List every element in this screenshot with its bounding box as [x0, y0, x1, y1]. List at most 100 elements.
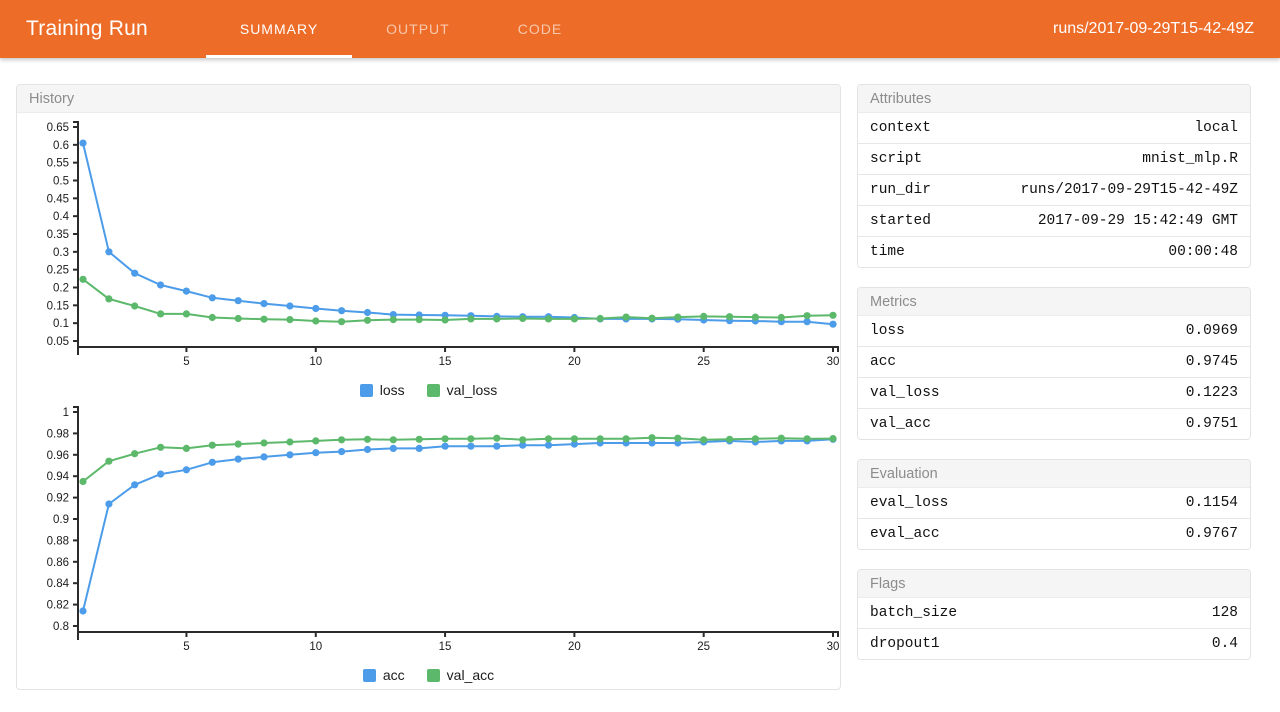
svg-text:15: 15	[439, 641, 452, 653]
svg-text:20: 20	[568, 356, 581, 368]
history-panel-title: History	[17, 85, 840, 113]
legend-label: val_acc	[446, 667, 495, 683]
evaluation-row-eval_loss: eval_loss 0.1154	[858, 488, 1250, 518]
legend-item-val_acc: val_acc	[426, 667, 495, 683]
attributes-row-started: started 2017-09-29 15:42:49 GMT	[858, 205, 1250, 236]
svg-text:0.9: 0.9	[53, 514, 69, 526]
tab-bar: SUMMARY OUTPUT CODE	[205, 0, 596, 58]
svg-text:30: 30	[827, 641, 840, 653]
row-key: eval_acc	[870, 526, 940, 542]
row-value: 0.1223	[1185, 385, 1238, 401]
svg-text:10: 10	[309, 356, 322, 368]
app-header: Training Run SUMMARY OUTPUT CODE runs/2017…	[0, 0, 1280, 58]
row-value: runs/2017-09-29T15-42-49Z	[1020, 182, 1238, 198]
svg-text:30: 30	[827, 356, 840, 368]
row-value: 0.4	[1211, 636, 1238, 652]
svg-text:0.82: 0.82	[47, 600, 69, 612]
attributes-row-run_dir: run_dir runs/2017-09-29T15-42-49Z	[858, 174, 1250, 205]
row-key: run_dir	[870, 182, 931, 198]
svg-text:15: 15	[439, 356, 452, 368]
svg-text:1: 1	[63, 407, 69, 419]
svg-text:0.92: 0.92	[47, 493, 69, 505]
svg-text:0.1: 0.1	[53, 318, 69, 330]
svg-text:20: 20	[568, 641, 581, 653]
attributes-row-script: script mnist_mlp.R	[858, 143, 1250, 174]
loss-chart-legend: loss val_loss	[17, 376, 840, 404]
svg-text:0.2: 0.2	[53, 283, 69, 295]
metrics-row-acc: acc 0.9745	[858, 346, 1250, 377]
legend-label: acc	[382, 667, 405, 683]
metrics-rows: loss 0.0969 acc 0.9745 val_loss 0.1223 val_acc…	[858, 316, 1250, 439]
metrics-row-val_acc: val_acc 0.9751	[858, 408, 1250, 439]
accuracy-chart: 0.8 0.82 0.84 0.86 0.88 0.9 0.92 0.94 0.96 0.98 1 5…	[17, 404, 840, 661]
svg-text:0.45: 0.45	[47, 193, 69, 205]
flags-rows: batch_size 128 dropout1 0.4	[858, 598, 1250, 659]
app-title: Training Run	[26, 17, 148, 40]
flags-row-dropout1: dropout1 0.4	[858, 628, 1250, 659]
svg-text:0.5: 0.5	[53, 176, 69, 188]
tab-output[interactable]: OUTPUT	[386, 21, 450, 37]
svg-text:0.96: 0.96	[47, 450, 69, 462]
row-value: 00:00:48	[1168, 244, 1238, 260]
svg-text:0.86: 0.86	[47, 557, 69, 569]
evaluation-panel: Evaluation eval_loss 0.1154 eval_acc 0.9767	[857, 459, 1251, 550]
row-key: acc	[870, 354, 897, 370]
row-value: 0.0969	[1185, 323, 1238, 339]
row-value: 128	[1211, 605, 1238, 621]
svg-text:0.3: 0.3	[53, 247, 69, 259]
row-key: val_loss	[870, 385, 940, 401]
metrics-panel: Metrics loss 0.0969 acc 0.9745 val_loss 0.122…	[857, 287, 1251, 440]
flags-panel-title: Flags	[858, 570, 1250, 598]
flags-panel: Flags batch_size 128 dropout1 0.4	[857, 569, 1251, 660]
metrics-panel-title: Metrics	[858, 288, 1250, 316]
svg-text:0.35: 0.35	[47, 229, 69, 241]
tab-code[interactable]: CODE	[517, 21, 563, 37]
row-value: mnist_mlp.R	[1142, 151, 1238, 167]
svg-text:0.15: 0.15	[47, 300, 69, 312]
row-key: batch_size	[870, 605, 958, 621]
row-value: 0.9751	[1185, 416, 1238, 432]
chart-svg: 0.05 0.1 0.15 0.2 0.25 0.3 0.35 0.4 0.45 0.5 0.55 0…	[47, 121, 840, 368]
row-key: val_acc	[870, 416, 931, 432]
attributes-rows: context local script mnist_mlp.R run_dir runs…	[858, 113, 1250, 267]
row-key: dropout1	[870, 636, 940, 652]
legend-item-loss: loss	[359, 382, 405, 398]
row-key: context	[870, 120, 931, 136]
legend-swatch-icon	[426, 383, 440, 397]
loss-chart: 0.05 0.1 0.15 0.2 0.25 0.3 0.35 0.4 0.45 0.5 0.55 0…	[17, 113, 840, 376]
row-value: 0.9767	[1185, 526, 1238, 542]
metrics-row-loss: loss 0.0969	[858, 316, 1250, 346]
attributes-panel-title: Attributes	[858, 85, 1250, 113]
row-value: 0.9745	[1185, 354, 1238, 370]
row-key: script	[870, 151, 923, 167]
legend-swatch-icon	[359, 383, 373, 397]
attributes-panel: Attributes context local script mnist_mlp.R…	[857, 84, 1251, 268]
attributes-row-context: context local	[858, 113, 1250, 143]
svg-text:5: 5	[183, 356, 189, 368]
row-key: started	[870, 213, 931, 229]
row-value: local	[1194, 120, 1238, 136]
metrics-row-val_loss: val_loss 0.1223	[858, 377, 1250, 408]
row-key: time	[870, 244, 905, 260]
chart-svg: 0.80.820.840.860.880.90.920.940.960.9815…	[47, 406, 840, 653]
run-directory-label: runs/2017-09-29T15-42-49Z	[1052, 20, 1254, 37]
row-value: 2017-09-29 15:42:49 GMT	[1037, 213, 1238, 229]
attributes-row-time: time 00:00:48	[858, 236, 1250, 267]
flags-row-batch_size: batch_size 128	[858, 598, 1250, 628]
svg-text:0.88: 0.88	[47, 535, 69, 547]
svg-text:0.98: 0.98	[47, 428, 69, 440]
svg-text:0.94: 0.94	[47, 471, 70, 483]
svg-text:25: 25	[697, 641, 710, 653]
evaluation-row-eval_acc: eval_acc 0.9767	[858, 518, 1250, 549]
svg-text:0.55: 0.55	[47, 158, 69, 170]
evaluation-panel-title: Evaluation	[858, 460, 1250, 488]
svg-text:0.6: 0.6	[53, 140, 69, 152]
tab-summary[interactable]: SUMMARY	[205, 0, 353, 58]
svg-text:0.65: 0.65	[47, 122, 69, 134]
svg-text:0.4: 0.4	[53, 211, 70, 223]
summary-side-column: Attributes context local script mnist_mlp.R…	[857, 84, 1251, 660]
legend-label: val_loss	[446, 382, 498, 398]
row-value: 0.1154	[1185, 495, 1238, 511]
legend-swatch-icon	[362, 668, 376, 682]
